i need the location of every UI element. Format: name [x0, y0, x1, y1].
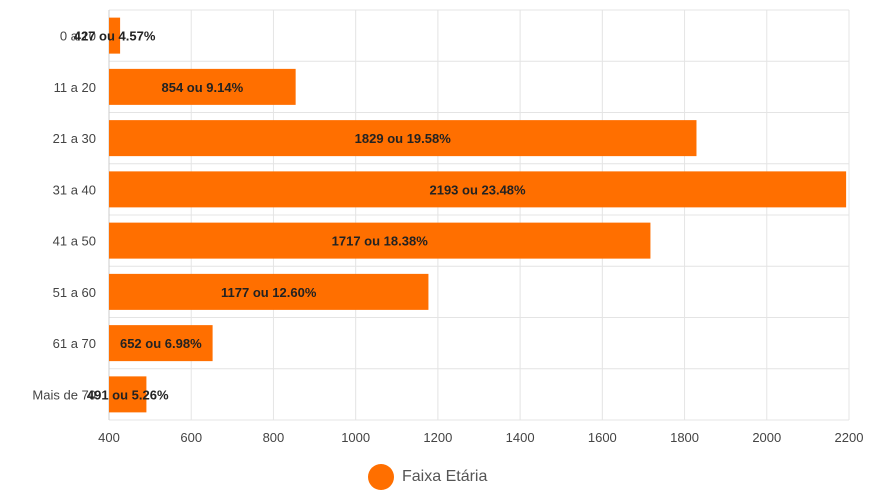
legend-label: Faixa Etária	[402, 468, 488, 485]
x-tick-label: 800	[263, 430, 285, 445]
data-label: 2193 ou 23.48%	[429, 182, 526, 197]
data-label: 491 ou 5.26%	[87, 387, 169, 402]
category-label: 21 a 30	[53, 131, 96, 146]
legend: Faixa Etária	[368, 464, 487, 490]
bar-chart: 0 a 10 11 a 20 21 a 30 31 a 40 41 a 50 51 a 6…	[32, 9, 863, 445]
category-label: 61 a 70	[53, 336, 96, 351]
category-label: 41 a 50	[53, 234, 96, 249]
data-label: 854 ou 9.14%	[161, 80, 243, 95]
x-tick-label: 1200	[423, 430, 452, 445]
x-tick-label: 1000	[341, 430, 370, 445]
category-label: 31 a 40	[53, 182, 96, 197]
x-tick-label: 600	[180, 430, 202, 445]
data-label: 1829 ou 19.58%	[355, 131, 452, 146]
bar[interactable]	[109, 171, 847, 208]
x-tick-label: 1400	[506, 430, 535, 445]
category-label: 11 a 20	[54, 80, 96, 95]
data-label: 1177 ou 12.60%	[221, 285, 317, 300]
bars-group	[109, 17, 847, 413]
x-tick-label: 1800	[670, 430, 699, 445]
category-label: 51 a 60	[53, 285, 96, 300]
bar[interactable]	[109, 376, 147, 413]
x-tick-label: 1600	[588, 430, 617, 445]
x-tick-label: 2000	[752, 430, 781, 445]
bar[interactable]	[109, 222, 651, 259]
bar[interactable]	[109, 68, 296, 105]
data-labels: 427 ou 4.57% 854 ou 9.14% 1829 ou 19.58% 21…	[74, 29, 526, 403]
data-label: 427 ou 4.57%	[74, 29, 156, 44]
x-tick-label: 400	[98, 430, 120, 445]
x-axis-ticks: 400 600 800 1000 1200 1400 1600 1800 2000 2200	[98, 430, 863, 445]
bar[interactable]	[109, 120, 697, 157]
bar[interactable]	[109, 17, 121, 54]
grid-lines	[108, 9, 850, 421]
data-label: 1717 ou 18.38%	[332, 234, 429, 249]
bar[interactable]	[109, 273, 429, 310]
x-tick-label: 2200	[835, 430, 864, 445]
data-label: 652 ou 6.98%	[120, 336, 202, 351]
category-label: 0 a 10	[60, 29, 96, 44]
legend-swatch	[368, 464, 394, 490]
bar[interactable]	[109, 325, 213, 362]
category-labels: 0 a 10 11 a 20 21 a 30 31 a 40 41 a 50 51 a 6…	[32, 29, 96, 403]
category-label: Mais de 70	[32, 387, 96, 402]
